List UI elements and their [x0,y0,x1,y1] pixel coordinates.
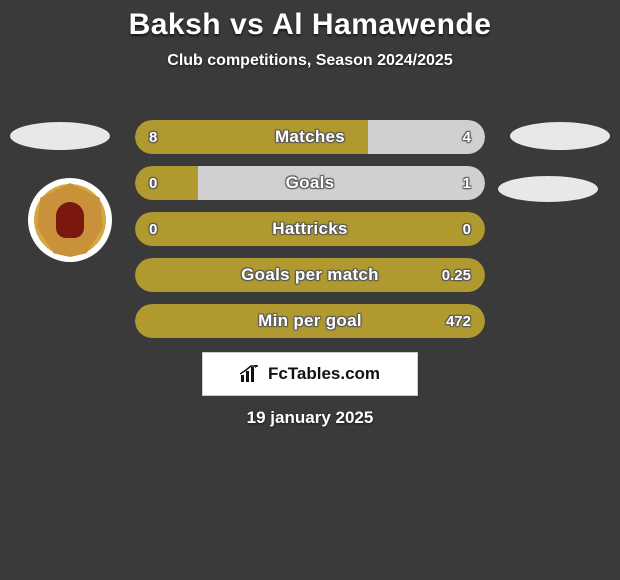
stat-label: Hattricks [135,212,485,246]
date-label: 19 january 2025 [0,408,620,428]
stat-label: Goals per match [135,258,485,292]
player-right-placeholder [510,122,610,150]
bar-chart-icon [240,365,262,383]
stat-row: 0Goals1 [135,166,485,200]
team-badge-left [28,178,112,262]
brand-box[interactable]: FcTables.com [202,352,418,396]
badge-emblem [56,202,84,238]
stat-value-right: 4 [463,120,471,154]
stat-row: Min per goal472 [135,304,485,338]
stat-value-right: 1 [463,166,471,200]
page-title: Baksh vs Al Hamawende [0,0,620,42]
stat-value-right: 0 [463,212,471,246]
shield-icon [37,183,103,257]
stats-panel: 8Matches40Goals10Hattricks0Goals per mat… [135,120,485,350]
stat-label: Min per goal [135,304,485,338]
player-left-placeholder [10,122,110,150]
team-badge-right-placeholder [498,176,598,202]
stat-row: Goals per match0.25 [135,258,485,292]
stat-label: Matches [135,120,485,154]
stat-label: Goals [135,166,485,200]
comparison-card: { "header": { "title": "Baksh vs Al Hama… [0,0,620,580]
stat-value-right: 472 [446,304,471,338]
brand-text: FcTables.com [268,364,380,384]
subtitle: Club competitions, Season 2024/2025 [0,52,620,70]
stat-row: 0Hattricks0 [135,212,485,246]
stat-value-right: 0.25 [442,258,471,292]
stat-row: 8Matches4 [135,120,485,154]
